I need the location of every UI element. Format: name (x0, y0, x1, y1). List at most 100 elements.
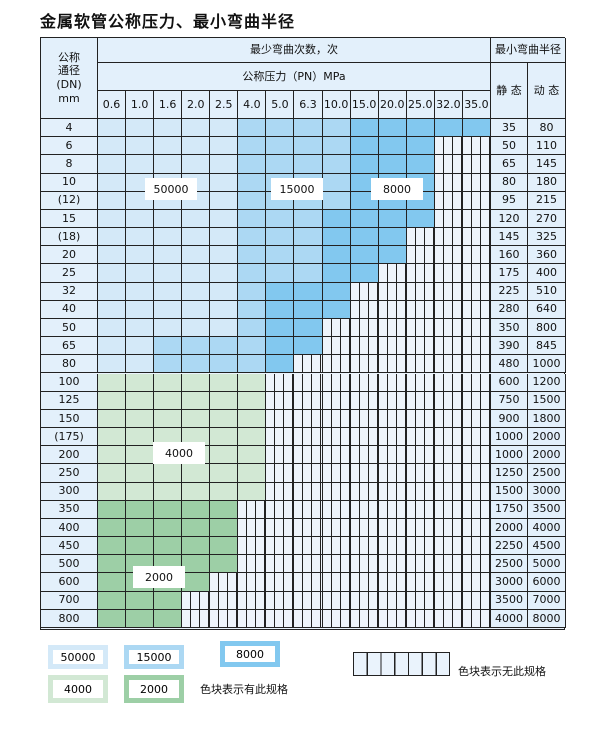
spec-cell-15000 (238, 264, 267, 283)
spec-cell-50000 (98, 337, 127, 356)
no-spec-cell (350, 318, 379, 338)
no-spec-cell (266, 609, 295, 628)
spec-cell-50000 (154, 209, 183, 229)
static-radius-cell: 900 (490, 409, 528, 429)
spec-cell-4000 (210, 464, 239, 483)
spec-cell-50000 (154, 282, 183, 301)
no-spec-cell (406, 373, 435, 392)
dynamic-header: 动 态 (527, 63, 566, 119)
no-spec-cell (406, 591, 435, 610)
spec-cell-8000 (322, 282, 351, 301)
no-spec-cell (378, 373, 407, 392)
spec-cell-15000 (238, 300, 267, 319)
legend-has-spec-text: 色块表示有此规格 (200, 683, 288, 696)
spec-cell-2000 (126, 537, 155, 556)
spec-cell-8000 (406, 137, 435, 156)
spec-cell-15000 (266, 264, 295, 283)
spec-cell-8000 (378, 137, 407, 156)
dn-cell: 500 (41, 555, 98, 574)
spec-cell-50000 (98, 318, 127, 338)
no-spec-cell (238, 518, 267, 538)
no-spec-cell (462, 609, 491, 628)
spec-cell-2000 (98, 591, 127, 610)
spec-cell-4000 (98, 428, 127, 447)
static-radius-cell: 2250 (490, 537, 528, 556)
no-spec-cell (434, 464, 463, 483)
no-spec-cell (406, 555, 435, 574)
no-spec-cell (406, 428, 435, 447)
spec-cell-50000 (154, 318, 183, 338)
no-spec-cell (350, 537, 379, 556)
spec-cell-50000 (210, 191, 239, 210)
spec-cell-4000 (238, 464, 267, 483)
spec-cell-15000 (266, 246, 295, 265)
spec-cell-8000 (434, 119, 463, 138)
spec-cell-8000 (350, 137, 379, 156)
no-spec-cell (322, 464, 351, 483)
dn-cell: 80 (41, 355, 98, 374)
no-spec-cell (406, 537, 435, 556)
pressure-col-header: 1.0 (126, 91, 155, 119)
spec-cell-8000 (350, 246, 379, 265)
no-spec-cell (406, 337, 435, 356)
spec-cell-50000 (126, 264, 155, 283)
no-spec-cell (434, 355, 463, 374)
dn-cell: 300 (41, 482, 98, 501)
no-spec-cell (238, 500, 267, 519)
spec-cell-4000 (126, 391, 155, 410)
static-radius-cell: 145 (490, 228, 528, 247)
static-radius-cell: 280 (490, 300, 528, 319)
static-radius-cell: 3500 (490, 591, 528, 610)
spec-cell-50000 (126, 300, 155, 319)
spec-cell-8000 (350, 119, 379, 138)
spec-cell-2000 (182, 537, 211, 556)
spec-cell-50000 (98, 155, 127, 174)
spec-cell-50000 (210, 300, 239, 319)
static-radius-cell: 50 (490, 137, 528, 156)
spec-cell-4000 (210, 482, 239, 501)
static-radius-cell: 35 (490, 119, 528, 138)
spec-cell-8000 (322, 209, 351, 229)
no-spec-cell (294, 591, 323, 610)
no-spec-cell (266, 428, 295, 447)
static-radius-cell: 1750 (490, 500, 528, 519)
no-spec-cell (266, 446, 295, 465)
no-spec-cell (434, 555, 463, 574)
spec-cell-50000 (98, 282, 127, 301)
static-radius-cell: 120 (490, 209, 528, 229)
spec-cell-50000 (126, 337, 155, 356)
spec-cell-50000 (98, 355, 127, 374)
spec-cell-2000 (98, 555, 127, 574)
dynamic-radius-cell: 800 (527, 318, 566, 338)
dn-cell: 700 (41, 591, 98, 610)
no-spec-cell (350, 482, 379, 501)
radius-header: 最小弯曲半径 (490, 38, 566, 63)
no-spec-cell (350, 518, 379, 538)
static-radius-cell: 1500 (490, 482, 528, 501)
no-spec-cell (434, 591, 463, 610)
spec-cell-50000 (182, 282, 211, 301)
spec-cell-50000 (182, 246, 211, 265)
spec-cell-50000 (182, 228, 211, 247)
spec-cell-8000 (406, 155, 435, 174)
spec-cell-50000 (98, 119, 127, 138)
spec-cell-4000 (98, 391, 127, 410)
static-radius-cell: 1000 (490, 428, 528, 447)
dynamic-radius-cell: 360 (527, 246, 566, 265)
dynamic-radius-cell: 180 (527, 173, 566, 192)
static-radius-cell: 480 (490, 355, 528, 374)
pressure-col-header: 1.6 (154, 91, 183, 119)
no-spec-cell (294, 373, 323, 392)
pressure-col-header: 4.0 (238, 91, 267, 119)
no-spec-cell (322, 391, 351, 410)
no-spec-cell (350, 355, 379, 374)
no-spec-cell (238, 573, 267, 592)
no-spec-cell (462, 500, 491, 519)
static-radius-cell: 3000 (490, 573, 528, 592)
no-spec-cell (462, 464, 491, 483)
spec-cell-4000 (154, 464, 183, 483)
dn-cell: 100 (41, 373, 98, 392)
spec-cell-50000 (154, 119, 183, 138)
spec-cell-4000 (238, 428, 267, 447)
spec-cell-15000 (266, 155, 295, 174)
